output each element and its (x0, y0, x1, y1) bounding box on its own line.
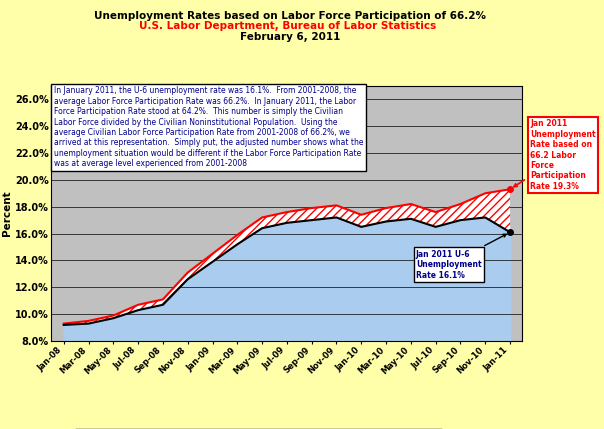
Text: February 6, 2011: February 6, 2011 (240, 32, 340, 42)
Text: U.S. Labor Department, Bureau of Labor Statistics: U.S. Labor Department, Bureau of Labor S… (140, 21, 440, 31)
Text: Jan 2011 U-6
Unemployment
Rate 16.1%: Jan 2011 U-6 Unemployment Rate 16.1% (416, 234, 506, 280)
Text: In January 2011, the U-6 unemployment rate was 16.1%.  From 2001-2008, the
avera: In January 2011, the U-6 unemployment ra… (54, 86, 363, 168)
Text: Jan 2011
Unemployment
Rate based on
66.2 Labor
Force
Participation
Rate 19.3%: Jan 2011 Unemployment Rate based on 66.2… (514, 119, 596, 191)
Text: Unemployment Rates based on Labor Force Participation of 66.2%: Unemployment Rates based on Labor Force … (94, 11, 486, 21)
Y-axis label: Percent: Percent (2, 190, 12, 236)
